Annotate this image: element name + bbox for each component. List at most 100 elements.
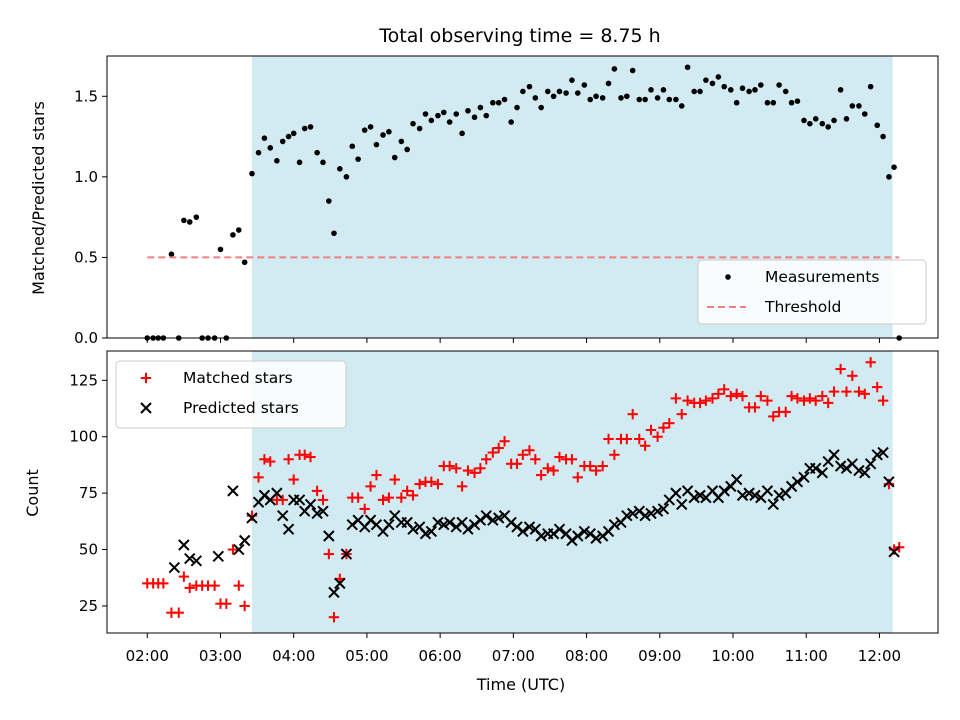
matched-star-point [444,460,455,472]
matched-star-point [259,454,270,465]
matched-star-point [872,381,883,393]
matched-star-point [664,417,675,429]
matched-star-point [786,390,797,402]
x-tick-label: 04:00 [272,647,315,665]
predicted-star-point [828,449,840,461]
x-stroke-b [676,498,688,511]
matched-star-point [719,384,730,395]
measurement-point [709,80,716,87]
x-stroke-b [773,489,785,502]
measurement-point [880,133,886,140]
measurement-point [465,107,471,114]
predicted-star-point [282,523,295,535]
measurement-point [666,96,673,103]
matched-star-point [682,395,693,406]
matched-star-point [493,442,504,454]
matched-star-point [798,395,810,406]
x-stroke-b [688,491,700,504]
plot-frame [106,55,939,339]
predicted-star-point [608,519,621,531]
measurement-point [556,88,563,95]
matched-star-point [377,494,389,506]
measurement-point [812,116,819,122]
x-stroke-b [633,505,645,517]
x-stroke-b [621,509,633,522]
measurement-point [874,122,881,129]
measurement-point [241,259,248,266]
legend-label: Matched stars [183,369,293,387]
measurement-point [428,117,435,124]
measurement-point [380,132,386,138]
measurement-point [230,232,236,238]
matched-star-point [511,458,523,469]
x-stroke-b [480,509,492,522]
measurement-point [404,146,410,153]
predicted-star-point [238,534,251,547]
measurement-point [307,124,314,130]
measurement-point [636,96,643,103]
legend-label: Threshold [764,298,841,316]
matched-star-point [227,544,239,555]
measurement-point [886,174,892,180]
matched-star-point [877,395,889,406]
matched-star-point [173,607,184,618]
x-stroke-b [578,525,591,538]
matched-star-point [597,460,608,472]
matched-star-point [737,390,748,402]
predicted-star-point [639,509,651,522]
measurement-point [249,170,255,177]
x-stroke-b [258,489,271,502]
predicted-star-point [323,530,335,542]
matched-star-point [517,449,529,460]
measurement-point [446,119,453,125]
measurement-point [526,83,533,90]
matched-star-point [530,454,541,465]
matched-star-point [792,393,803,404]
measurement-point [398,138,405,145]
matched-star-point [835,363,846,375]
matched-star-point [713,388,724,400]
x-stroke-b [168,561,181,574]
measurement-point [611,66,618,72]
matched-star-point [158,578,169,589]
x-stroke-b [645,507,657,520]
predicted-star-point [523,521,536,533]
measurement-point [752,87,758,93]
measurement-point [320,159,326,166]
measurement-point [843,116,850,122]
measurement-point [825,124,831,130]
predicted-star-point [736,489,749,502]
measurement-point [337,166,343,172]
matched-star-point [822,397,834,409]
measurement-point [782,88,789,95]
measurement-point [837,87,844,93]
matched-star-point [847,370,858,382]
x-tick-label: 09:00 [638,647,681,665]
matched-star-point [389,474,400,485]
x-stroke-b [608,519,621,531]
matched-star-point [524,445,535,456]
x-stroke-b [438,519,450,531]
predicted-star-point [676,498,688,511]
measurement-point [569,77,575,83]
measurement-point [831,117,837,124]
measurement-point [746,88,752,95]
y-tick-label: 125 [69,371,98,389]
matched-star-point [209,580,220,591]
predicted-star-point [178,539,190,551]
predicted-star-point [730,473,743,486]
measurement-point [739,85,746,92]
predicted-star-point [277,509,289,522]
matched-star-point [804,393,816,404]
predicted-star-point [688,491,700,504]
matched-star-point [359,503,370,515]
x-stroke-b [190,555,203,567]
legend-box [115,360,347,429]
measurement-point [715,74,722,80]
x-stroke-b [749,489,761,502]
legend: Measurements Threshold [697,259,927,325]
x-stroke-b [282,523,295,535]
matched-star-point [253,472,264,483]
measurement-point [678,103,685,109]
x-stroke-b [334,577,346,590]
